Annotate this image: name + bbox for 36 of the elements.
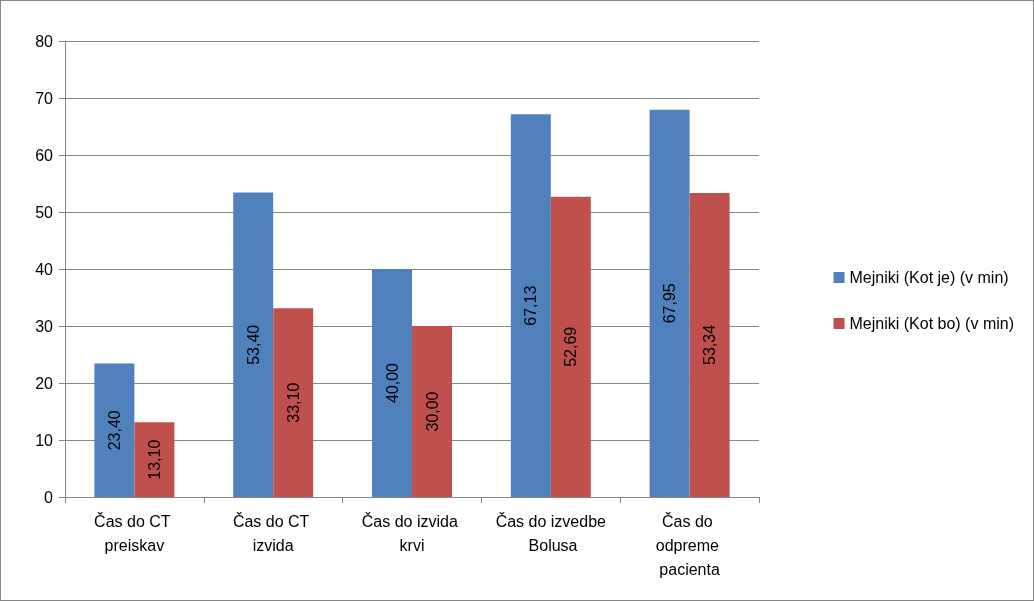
bar — [550, 196, 591, 497]
y-tick-label: 0 — [44, 488, 54, 506]
x-tick-label: Čas do CT preiskav — [94, 511, 175, 554]
bar — [233, 192, 274, 497]
bar — [273, 308, 314, 497]
bar — [412, 326, 452, 497]
x-tick-label: Čas do izvedbe Bolusa — [495, 511, 607, 554]
bar — [134, 422, 175, 497]
data-label: 53,40 — [244, 324, 262, 365]
data-label: 53,34 — [701, 324, 719, 365]
bar — [510, 114, 551, 497]
legend-label: Mejniki (Kot bo) (v min) — [849, 315, 1015, 332]
x-tick-label: Čas do odpreme pacienta — [655, 511, 724, 578]
legend-label: Mejniki (Kot je) (v min) — [849, 269, 1009, 286]
x-tick-label: Čas do CT izvida — [232, 511, 314, 554]
bar — [689, 192, 730, 497]
y-tick-label: 30 — [35, 317, 54, 335]
x-tick-label: Čas do izvida krvi — [361, 511, 463, 554]
data-label: 67,95 — [661, 283, 679, 324]
bar — [649, 109, 690, 497]
y-tick-label: 50 — [35, 203, 54, 221]
data-label: 30,00 — [423, 391, 441, 432]
data-label: 33,10 — [284, 382, 302, 423]
y-tick-label: 80 — [35, 32, 54, 50]
data-label: 52,69 — [562, 326, 580, 367]
data-label: 13,10 — [145, 439, 163, 480]
data-label: 67,13 — [522, 285, 540, 326]
bar — [94, 363, 135, 497]
y-tick-label: 20 — [35, 374, 54, 392]
y-tick-label: 70 — [35, 89, 54, 107]
y-tick-label: 40 — [35, 260, 54, 278]
data-label: 40,00 — [383, 362, 401, 404]
bar — [372, 269, 412, 497]
y-tick-label: 10 — [35, 431, 54, 449]
y-tick-label: 60 — [35, 146, 54, 164]
data-label: 23,40 — [105, 410, 123, 451]
